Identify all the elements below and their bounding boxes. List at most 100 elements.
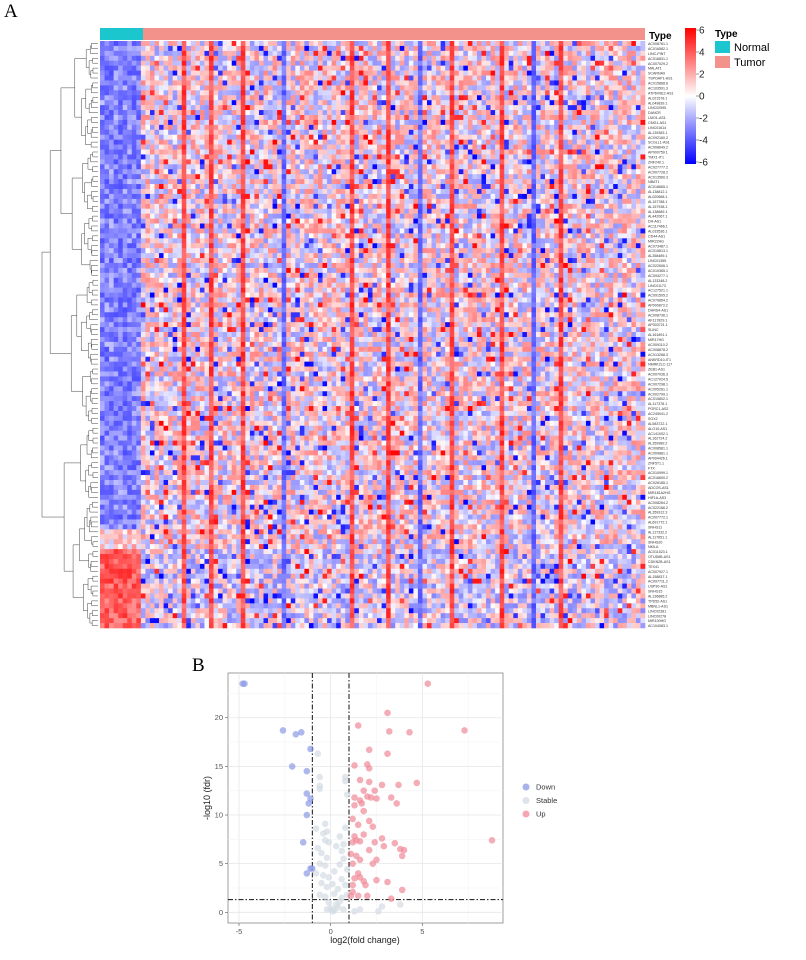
heatmap-cell [236, 188, 242, 195]
heatmap-cell [181, 238, 187, 244]
heatmap-cell [336, 95, 342, 101]
heatmap-cell [113, 243, 119, 249]
heatmap-cell [458, 119, 464, 126]
heatmap-cell [517, 110, 523, 116]
heatmap-cell [563, 223, 569, 229]
heatmap-cell [531, 179, 537, 185]
heatmap-cell [390, 203, 396, 210]
heatmap-cell [204, 159, 210, 165]
heatmap-cell [486, 208, 491, 214]
heatmap-cell [563, 198, 569, 205]
heatmap-cell [281, 164, 287, 170]
heatmap-cell [476, 169, 482, 175]
heatmap-cell [436, 223, 441, 229]
heatmap-cell [209, 174, 214, 180]
heatmap-cell [417, 139, 423, 145]
heatmap-cell [154, 144, 160, 150]
heatmap-cell [613, 75, 619, 81]
heatmap-cell [163, 169, 169, 175]
heatmap-cell [186, 188, 192, 195]
heatmap-cell [168, 75, 173, 81]
heatmap-cell [386, 114, 391, 121]
heatmap-cell [549, 65, 555, 71]
heatmap-cell [190, 80, 196, 86]
heatmap-cell [422, 41, 428, 47]
heatmap-cell [545, 223, 550, 229]
heatmap-cell [408, 60, 414, 66]
heatmap-cell [354, 243, 360, 249]
heatmap-cell [109, 95, 114, 101]
heatmap-cell [354, 124, 360, 131]
heatmap-cell [622, 208, 628, 214]
heatmap-cell [504, 50, 510, 57]
heatmap-cell [427, 50, 432, 57]
heatmap-cell [163, 55, 169, 62]
heatmap-cell [295, 159, 301, 165]
heatmap-cell [563, 41, 569, 47]
heatmap-cell [140, 169, 146, 175]
heatmap-cell [608, 213, 614, 219]
heatmap-cell [517, 169, 523, 175]
heatmap-cell [599, 228, 605, 234]
heatmap-cell [345, 95, 351, 101]
heatmap-cell [318, 213, 323, 219]
heatmap-cell [381, 60, 387, 66]
heatmap-cell [572, 184, 578, 190]
heatmap-cell [349, 208, 355, 214]
heatmap-cell [227, 174, 233, 180]
heatmap-cell [358, 70, 364, 76]
heatmap-cell [558, 238, 564, 244]
heatmap-cell [640, 85, 646, 91]
heatmap-cell [617, 228, 623, 234]
heatmap-cell [622, 238, 628, 244]
heatmap-cell [145, 213, 151, 219]
heatmap-cell [104, 129, 110, 136]
heatmap-cell [431, 134, 437, 140]
heatmap-cell [322, 218, 328, 224]
heatmap-cell [381, 149, 387, 155]
heatmap-cell [599, 45, 605, 52]
heatmap-cell [536, 41, 541, 47]
heatmap-cell [145, 70, 151, 76]
heatmap-cell [631, 179, 637, 185]
heatmap-cell [558, 149, 564, 155]
heatmap-cell [149, 233, 155, 239]
heatmap-cell [104, 243, 110, 249]
heatmap-cell [640, 65, 646, 71]
heatmap-cell [381, 169, 387, 175]
heatmap-cell [590, 45, 596, 52]
heatmap-cell [522, 114, 528, 121]
heatmap-cell [536, 65, 541, 71]
heatmap-cell [163, 228, 169, 234]
heatmap-cell [458, 124, 464, 131]
heatmap-cell [163, 41, 169, 47]
heatmap-cell [263, 95, 269, 101]
heatmap-cell [277, 228, 282, 234]
heatmap-cell [549, 90, 555, 96]
heatmap-cell [131, 134, 137, 140]
heatmap-cell [258, 149, 264, 155]
heatmap-cell [168, 119, 173, 126]
heatmap-cell [517, 223, 523, 229]
heatmap-cell [168, 41, 173, 47]
heatmap-cell [572, 119, 578, 126]
heatmap-cell [222, 85, 228, 91]
heatmap-cell [427, 75, 432, 81]
heatmap-cell [331, 243, 337, 249]
heatmap-cell [536, 193, 541, 200]
heatmap-cell [440, 179, 446, 185]
heatmap-cell [290, 139, 296, 145]
heatmap-cell [463, 105, 469, 111]
heatmap-cell [631, 129, 637, 136]
heatmap-cell [272, 233, 278, 239]
heatmap-cell [218, 129, 223, 136]
heatmap-cell [190, 90, 196, 96]
heatmap-cell [290, 85, 296, 91]
heatmap-cell [149, 203, 155, 210]
heatmap-cell [172, 169, 178, 175]
heatmap-cell [154, 95, 160, 101]
heatmap-cell [513, 41, 519, 47]
heatmap-cell [113, 208, 119, 214]
heatmap-cell [522, 233, 528, 239]
heatmap-cell [322, 114, 328, 121]
